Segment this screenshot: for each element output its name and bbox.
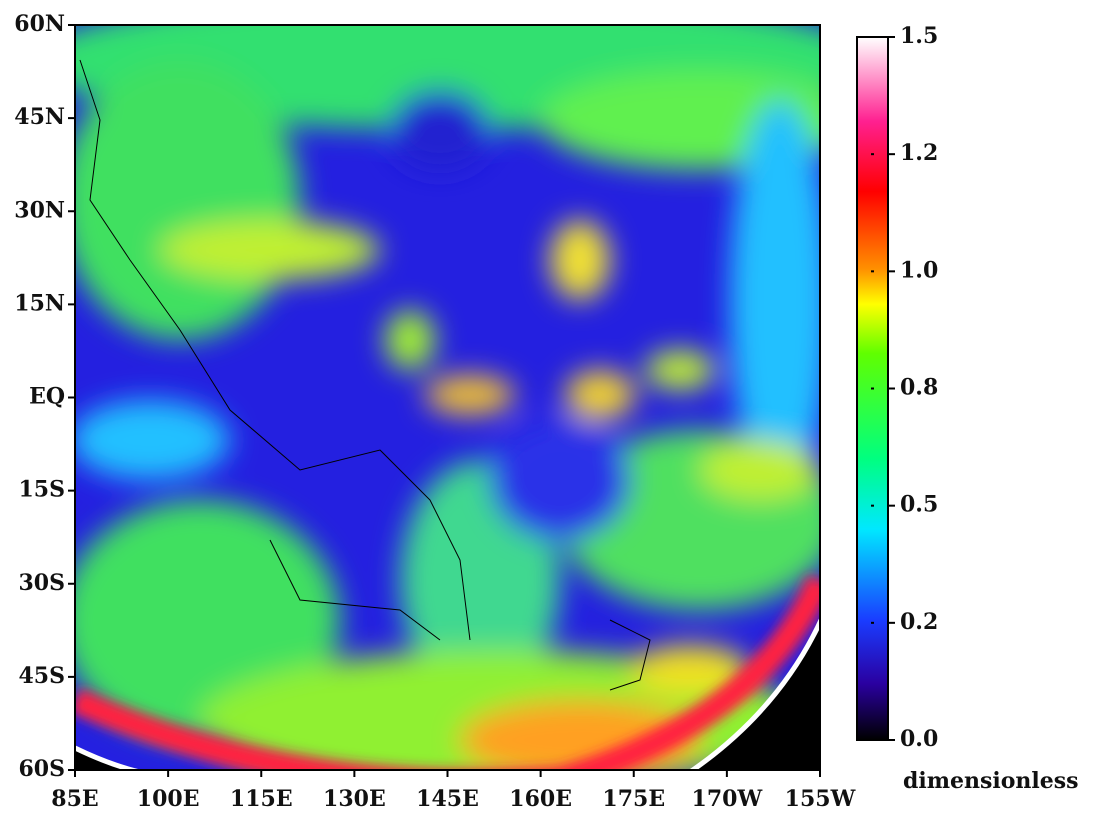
lon-label: 175E [602, 786, 665, 812]
lon-label: 115E [230, 786, 293, 812]
colorbar-tick-label: 1.0 [900, 257, 938, 283]
colorbar-tick-label: 0.5 [900, 492, 938, 518]
lon-label: 160E [509, 786, 572, 812]
colorbar-tick-label: 1.2 [900, 140, 938, 166]
lat-label: 60S [18, 756, 65, 782]
lat-label: 45S [18, 663, 65, 689]
lon-label: 100E [137, 786, 200, 812]
lat-label: 45N [14, 104, 65, 130]
colorbar-tick-label: 0.0 [900, 726, 938, 752]
satellite-image [75, 25, 820, 770]
lat-label: 15N [14, 290, 65, 316]
lat-label: 30S [18, 570, 65, 596]
lon-label: 130E [323, 786, 386, 812]
colorbar-unit: dimensionless [903, 768, 1079, 794]
lat-label: 15S [18, 477, 65, 503]
lat-label: 30N [14, 197, 65, 223]
colorbar-tick-label: 0.2 [900, 609, 938, 635]
lon-label: 155W [785, 786, 856, 812]
lat-label: 60N [14, 11, 65, 37]
colorbar-tick-label: 1.5 [900, 23, 938, 49]
lat-label: EQ [29, 384, 65, 410]
colorbar-tick-label: 0.8 [900, 375, 938, 401]
lon-label: 145E [416, 786, 479, 812]
lon-label: 85E [51, 786, 98, 812]
lon-label: 170W [692, 786, 763, 812]
